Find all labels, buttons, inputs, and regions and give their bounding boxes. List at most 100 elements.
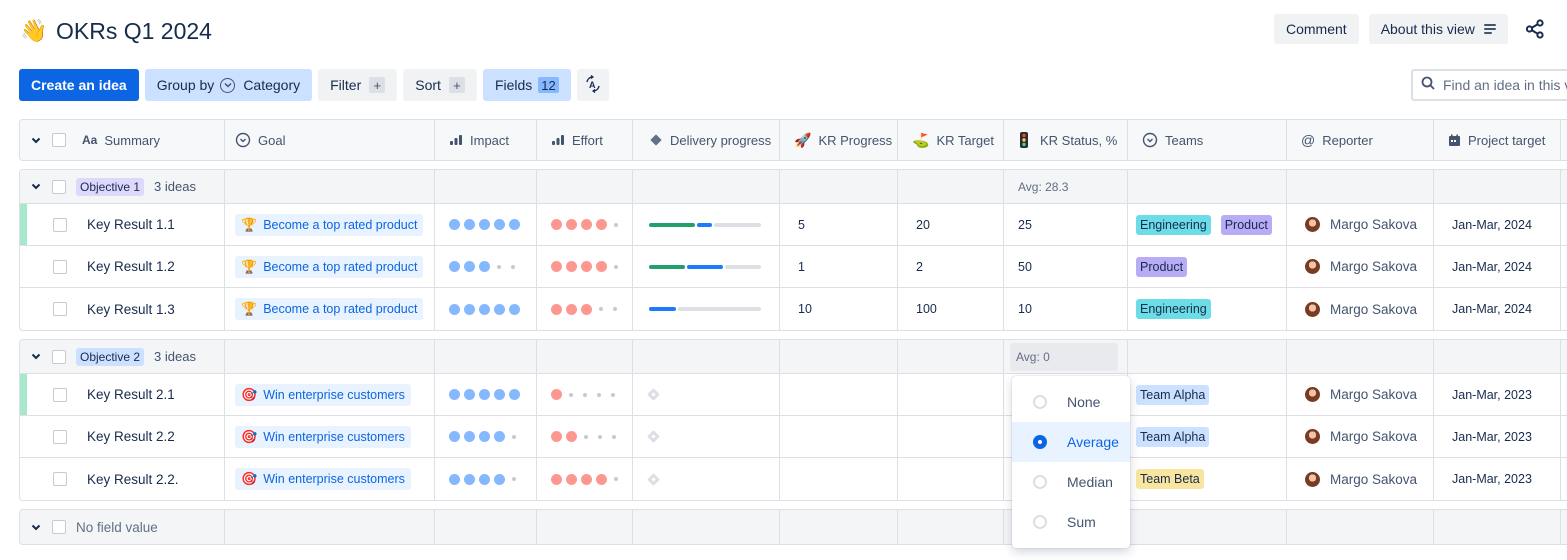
reporter-cell[interactable]: Margo Sakova xyxy=(1287,246,1434,287)
page-title[interactable]: OKRs Q1 2024 xyxy=(56,17,212,44)
column-header-summary[interactable]: Aa Summary xyxy=(20,120,225,160)
summary-cell[interactable]: Key Result 2.1 xyxy=(20,374,225,415)
aggregation-option-average[interactable]: Average xyxy=(1012,422,1130,462)
column-header-delivery-progress[interactable]: Delivery progress xyxy=(633,120,780,160)
row-checkbox[interactable] xyxy=(53,387,67,402)
effort-rating[interactable] xyxy=(551,303,620,315)
collapse-all-chevron-icon[interactable] xyxy=(30,134,42,146)
table-row[interactable]: Key Result 2.1 🎯 Win enterprise customers… xyxy=(20,374,1567,416)
row-checkbox[interactable] xyxy=(53,217,67,232)
effort-rating[interactable] xyxy=(551,389,618,400)
kr-progress-cell[interactable]: 1 xyxy=(780,246,898,287)
project-target-cell[interactable]: Jan-Mar, 2024 xyxy=(1434,288,1561,330)
kr-target-cell[interactable] xyxy=(898,374,1004,415)
select-all-checkbox[interactable] xyxy=(52,133,66,147)
impact-rating[interactable] xyxy=(449,431,519,442)
project-target-cell[interactable]: Jan-Mar, 2023 xyxy=(1434,374,1561,415)
goal-cell[interactable]: 🏆 Become a top rated product xyxy=(225,204,435,245)
goal-cell[interactable]: 🎯 Win enterprise customers xyxy=(225,374,435,415)
row-checkbox[interactable] xyxy=(53,259,67,274)
table-row[interactable]: Key Result 2.2. 🎯 Win enterprise customer… xyxy=(20,458,1567,500)
reporter-cell[interactable]: Margo Sakova xyxy=(1287,374,1434,415)
create-idea-button[interactable]: Create an idea xyxy=(19,69,139,101)
goal-chip[interactable]: 🏆 Become a top rated product xyxy=(235,213,424,236)
goal-chip[interactable]: 🎯 Win enterprise customers xyxy=(235,383,411,406)
column-header-project-target[interactable]: Project target xyxy=(1434,120,1561,160)
group-checkbox[interactable] xyxy=(52,520,66,534)
teams-cell[interactable]: Engineering xyxy=(1128,288,1287,330)
teams-cell[interactable]: Team Alpha xyxy=(1128,374,1287,415)
autofit-columns-button[interactable]: A xyxy=(576,69,609,101)
column-header-impact[interactable]: Impact xyxy=(435,120,537,160)
about-view-button[interactable]: About this view xyxy=(1368,14,1508,44)
effort-cell[interactable] xyxy=(537,246,633,287)
impact-rating[interactable] xyxy=(449,261,518,272)
kr-target-cell[interactable] xyxy=(898,416,1004,457)
effort-rating[interactable] xyxy=(551,261,621,272)
project-target-cell[interactable]: Jan-Mar, 2023 xyxy=(1434,416,1561,457)
summary-cell[interactable]: Key Result 1.1 xyxy=(20,204,225,245)
chevron-down-icon[interactable] xyxy=(30,351,42,363)
reporter-cell[interactable]: Margo Sakova xyxy=(1287,416,1434,457)
impact-cell[interactable] xyxy=(435,288,537,330)
impact-rating[interactable] xyxy=(449,303,520,315)
kr-progress-cell[interactable]: 10 xyxy=(780,288,898,330)
teams-cell[interactable]: Team Beta xyxy=(1128,458,1287,500)
goal-cell[interactable]: 🏆 Become a top rated product xyxy=(225,288,435,330)
reporter-cell[interactable]: Margo Sakova xyxy=(1287,204,1434,245)
project-target-cell[interactable]: Jan-Mar, 2023 xyxy=(1434,458,1561,500)
effort-cell[interactable] xyxy=(537,416,633,457)
goal-cell[interactable]: 🎯 Win enterprise customers xyxy=(225,416,435,457)
kr-target-cell[interactable]: 100 xyxy=(898,288,1004,330)
kr-target-cell[interactable]: 2 xyxy=(898,246,1004,287)
aggregation-option-sum[interactable]: Sum xyxy=(1012,502,1130,542)
goal-chip[interactable]: 🏆 Become a top rated product xyxy=(235,298,424,320)
column-header-effort[interactable]: Effort xyxy=(537,120,633,160)
goal-chip[interactable]: 🎯 Win enterprise customers xyxy=(235,425,411,448)
teams-cell[interactable]: Team Alpha xyxy=(1128,416,1287,457)
reporter-cell[interactable]: Margo Sakova xyxy=(1287,288,1434,330)
group-checkbox[interactable] xyxy=(52,349,66,364)
reporter-cell[interactable]: Margo Sakova xyxy=(1287,458,1434,500)
column-header-kr-target[interactable]: ⛳ KR Target xyxy=(898,120,1004,160)
kr-target-cell[interactable]: 20 xyxy=(898,204,1004,245)
kr-status-cell[interactable]: 50 xyxy=(1004,246,1128,287)
search-box[interactable] xyxy=(1411,69,1567,101)
impact-cell[interactable] xyxy=(435,246,537,287)
table-row[interactable]: Key Result 2.2 🎯 Win enterprise customers… xyxy=(20,416,1567,458)
filter-button[interactable]: Filter + xyxy=(318,69,398,101)
project-target-cell[interactable]: Jan-Mar, 2024 xyxy=(1434,246,1561,287)
effort-rating[interactable] xyxy=(551,473,621,485)
summary-cell[interactable]: Key Result 1.2 xyxy=(20,246,225,287)
kr-progress-cell[interactable] xyxy=(780,416,898,457)
teams-cell[interactable]: Product xyxy=(1128,246,1287,287)
goal-chip[interactable]: 🎯 Win enterprise customers xyxy=(235,468,411,490)
table-row[interactable]: Key Result 1.1 🏆 Become a top rated produ… xyxy=(20,204,1567,246)
share-icon[interactable] xyxy=(1524,18,1546,40)
row-checkbox[interactable] xyxy=(53,429,67,444)
summary-cell[interactable]: Key Result 2.2 xyxy=(20,416,225,457)
effort-cell[interactable] xyxy=(537,374,633,415)
aggregation-option-median[interactable]: Median xyxy=(1012,462,1130,502)
row-checkbox[interactable] xyxy=(53,472,67,486)
column-header-kr-status[interactable]: KR Status, % xyxy=(1004,120,1128,160)
impact-rating[interactable] xyxy=(449,473,519,485)
goal-cell[interactable]: 🏆 Become a top rated product xyxy=(225,246,435,287)
table-row[interactable]: Key Result 1.2 🏆 Become a top rated produ… xyxy=(20,246,1567,288)
goal-chip[interactable]: 🏆 Become a top rated product xyxy=(235,255,424,278)
delivery-progress-cell[interactable] xyxy=(633,416,780,457)
kr-status-aggregation[interactable]: Avg: 28.3 xyxy=(1004,170,1128,203)
delivery-progress-cell[interactable] xyxy=(633,374,780,415)
sort-button[interactable]: Sort + xyxy=(403,69,477,101)
delivery-progress-cell[interactable] xyxy=(633,246,780,287)
delivery-progress-cell[interactable] xyxy=(633,458,780,500)
column-header-reporter[interactable]: @ Reporter xyxy=(1287,120,1434,160)
delivery-progress-cell[interactable] xyxy=(633,288,780,330)
aggregation-button-active[interactable]: Avg: 0 xyxy=(1010,342,1118,371)
group-checkbox[interactable] xyxy=(52,179,66,194)
impact-cell[interactable] xyxy=(435,204,537,245)
impact-rating[interactable] xyxy=(449,389,520,400)
kr-progress-cell[interactable] xyxy=(780,458,898,500)
chevron-down-icon[interactable] xyxy=(30,181,42,193)
impact-cell[interactable] xyxy=(435,374,537,415)
